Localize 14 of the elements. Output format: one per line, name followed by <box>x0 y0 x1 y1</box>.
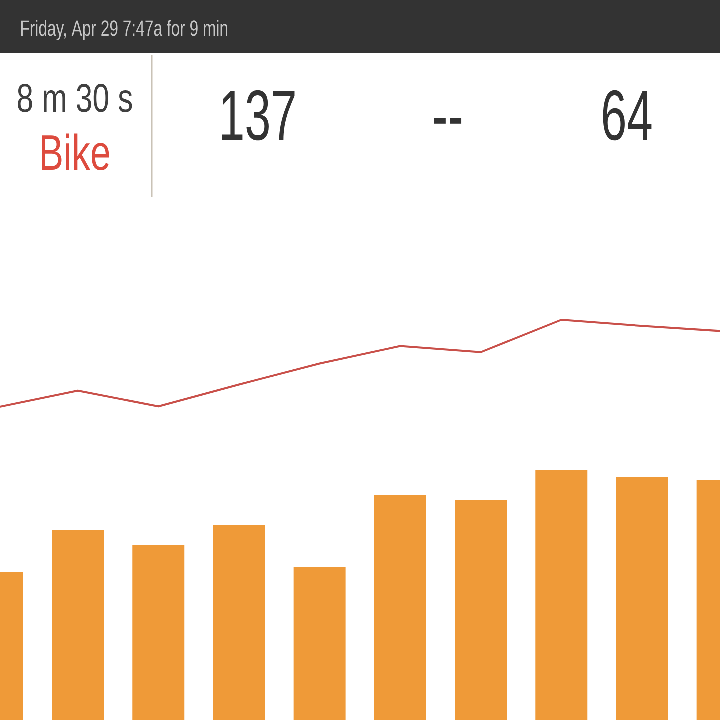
bar <box>52 530 104 720</box>
text: 8 m 30 s <box>18 84 132 112</box>
text: 64 <box>603 90 652 141</box>
bar <box>132 544 185 720</box>
bar <box>294 568 346 720</box>
bar <box>616 477 668 720</box>
text: Friday, Apr 29 7:47a for 9 min <box>22 20 228 41</box>
bar <box>374 495 426 720</box>
bar <box>455 500 508 720</box>
text: -- <box>434 118 462 124</box>
text: 137 <box>222 90 295 141</box>
bar <box>536 470 588 720</box>
bar <box>213 524 266 720</box>
text: Bike <box>42 134 110 170</box>
